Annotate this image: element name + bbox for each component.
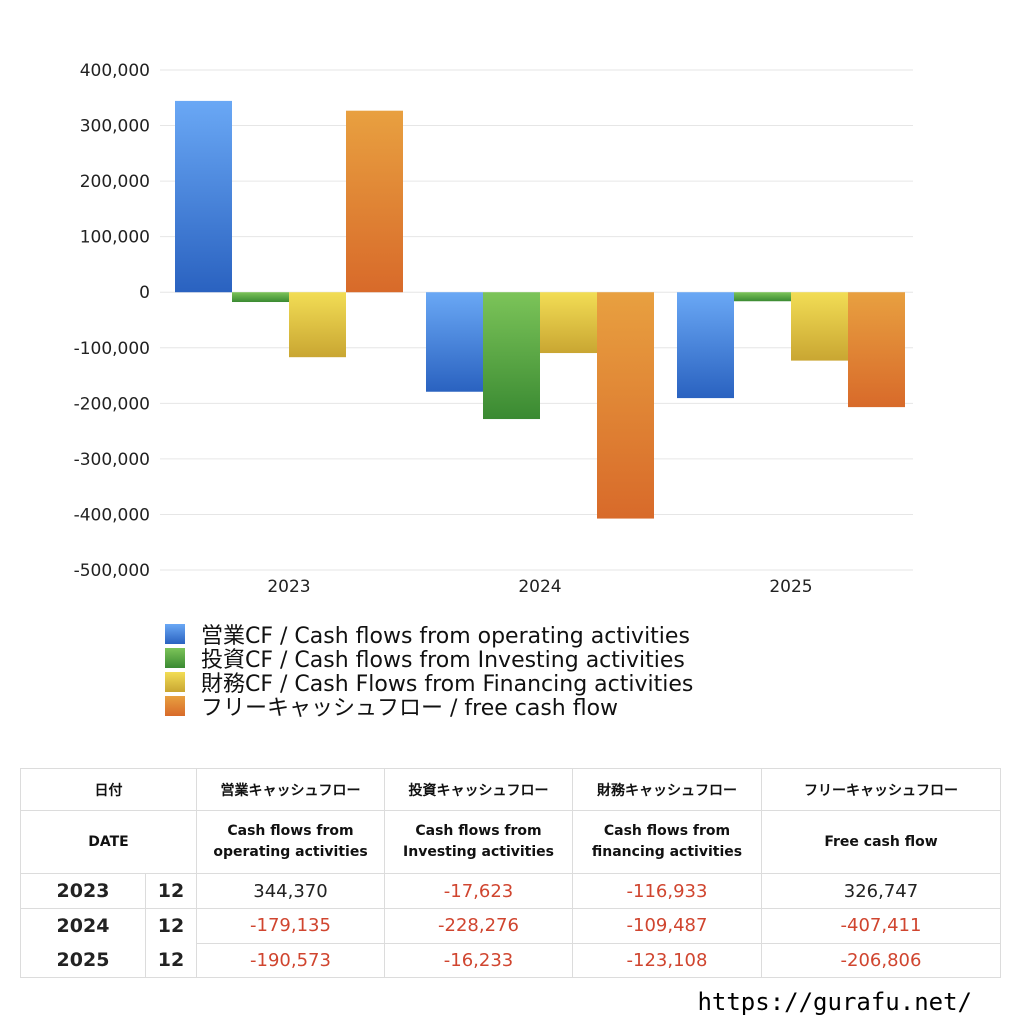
header-free-cash-flow-en: Free cash flow — [761, 810, 1001, 874]
bar-2025-series-1 — [734, 292, 791, 302]
legend-item-operating: 営業CF / Cash flows from operating activit… — [165, 622, 693, 649]
cash-flow-chart: 400,000 300,000 200,000 100,000 0 -100,000 -20… — [74, 61, 913, 597]
bar-2024-series-3 — [597, 292, 654, 519]
legend-label: 営業CF / Cash flows from operating activit… — [201, 624, 690, 649]
x-tick-label: 2023 — [267, 577, 310, 597]
header-financing-en: Cash flows from financing activities — [572, 810, 762, 874]
cell-financing: -123,108 — [572, 942, 762, 978]
header-financing: 財務キャッシュフロー — [572, 768, 762, 811]
legend-item-financing: 財務CF / Cash Flows from Financing activit… — [165, 670, 693, 697]
cell-operating: -190,573 — [196, 942, 385, 978]
bar-2025-series-2 — [791, 292, 848, 361]
y-tick-label: 400,000 — [80, 61, 150, 81]
cell-financing: -109,487 — [572, 908, 762, 944]
header-investing: 投資キャッシュフロー — [384, 768, 573, 811]
legend-label: 財務CF / Cash Flows from Financing activit… — [201, 672, 694, 697]
row-month: 12 — [145, 908, 197, 943]
cell-financing: -116,933 — [572, 873, 762, 909]
bar-2023-series-0 — [175, 100, 232, 293]
legend: 営業CF / Cash flows from operating activit… — [165, 622, 693, 721]
cell-investing: -17,623 — [384, 873, 573, 909]
bar-2024-series-2 — [540, 292, 597, 354]
y-tick-label: 200,000 — [80, 172, 150, 192]
header-date-en: DATE — [20, 810, 197, 874]
cell-free-cash-flow: -407,411 — [761, 908, 1001, 944]
header-operating: 営業キャッシュフロー — [196, 768, 385, 811]
table-header-row: 日付 営業キャッシュフロー 投資キャッシュフロー 財務キャッシュフロー フリーキ… — [20, 768, 1001, 811]
x-axis-ticks: 2023 2024 2025 — [267, 577, 812, 597]
bar-2025-series-3 — [848, 292, 905, 408]
y-tick-label: -100,000 — [74, 339, 150, 359]
bar-2024-series-0 — [426, 292, 483, 392]
source-url: https://gurafu.net/ — [697, 988, 972, 1016]
y-tick-label: -500,000 — [74, 561, 150, 581]
y-tick-label: 300,000 — [80, 117, 150, 137]
bar-2023-series-3 — [346, 110, 403, 293]
bar-2023-series-1 — [232, 292, 289, 303]
cell-free-cash-flow: -206,806 — [761, 942, 1001, 978]
legend-item-free-cash-flow: フリーキャッシュフロー / free cash flow — [165, 694, 693, 721]
row-year: 2025 — [20, 943, 146, 978]
legend-swatch — [165, 672, 185, 692]
cash-flow-table: 日付 営業キャッシュフロー 投資キャッシュフロー 財務キャッシュフロー フリーキ… — [20, 768, 1001, 978]
cell-investing: -228,276 — [384, 908, 573, 944]
y-tick-label: -200,000 — [74, 394, 150, 414]
cell-operating: -179,135 — [196, 908, 385, 944]
cell-operating: 344,370 — [196, 873, 385, 909]
legend-label: フリーキャッシュフロー / free cash flow — [201, 696, 619, 721]
table-header-row-en: DATE Cash flows from operating activitie… — [20, 810, 1001, 874]
row-month: 12 — [145, 873, 197, 909]
table-row: 2025 12 -190,573 -16,233 -123,108 -206,8… — [20, 942, 1001, 978]
cell-free-cash-flow: 326,747 — [761, 873, 1001, 909]
cell-investing: -16,233 — [384, 942, 573, 978]
y-axis-ticks: 400,000 300,000 200,000 100,000 0 -100,000 -20… — [74, 61, 150, 581]
y-tick-label: -400,000 — [74, 505, 150, 525]
x-tick-label: 2025 — [769, 577, 812, 597]
legend-item-investing: 投資CF / Cash flows from Investing activit… — [165, 646, 693, 673]
header-date: 日付 — [20, 768, 197, 811]
bar-2023-series-2 — [289, 292, 346, 358]
legend-label: 投資CF / Cash flows from Investing activit… — [201, 648, 685, 673]
y-tick-label: 100,000 — [80, 228, 150, 248]
bar-2025-series-0 — [677, 292, 734, 399]
legend-swatch — [165, 648, 185, 668]
y-tick-label: -300,000 — [74, 450, 150, 470]
header-free-cash-flow: フリーキャッシュフロー — [761, 768, 1001, 811]
row-year: 2023 — [20, 873, 146, 909]
row-month: 12 — [145, 943, 197, 978]
legend-swatch — [165, 696, 185, 716]
x-tick-label: 2024 — [518, 577, 561, 597]
table-row: 2024 12 -179,135 -228,276 -109,487 -407,… — [20, 908, 1001, 944]
bars — [175, 100, 905, 519]
bar-2024-series-1 — [483, 292, 540, 420]
y-tick-label: 0 — [139, 283, 150, 303]
row-year: 2024 — [20, 908, 146, 943]
header-operating-en: Cash flows from operating activities — [196, 810, 385, 874]
header-investing-en: Cash flows from Investing activities — [384, 810, 573, 874]
table-row: 2023 12 344,370 -17,623 -116,933 326,747 — [20, 873, 1001, 909]
legend-swatch — [165, 624, 185, 644]
